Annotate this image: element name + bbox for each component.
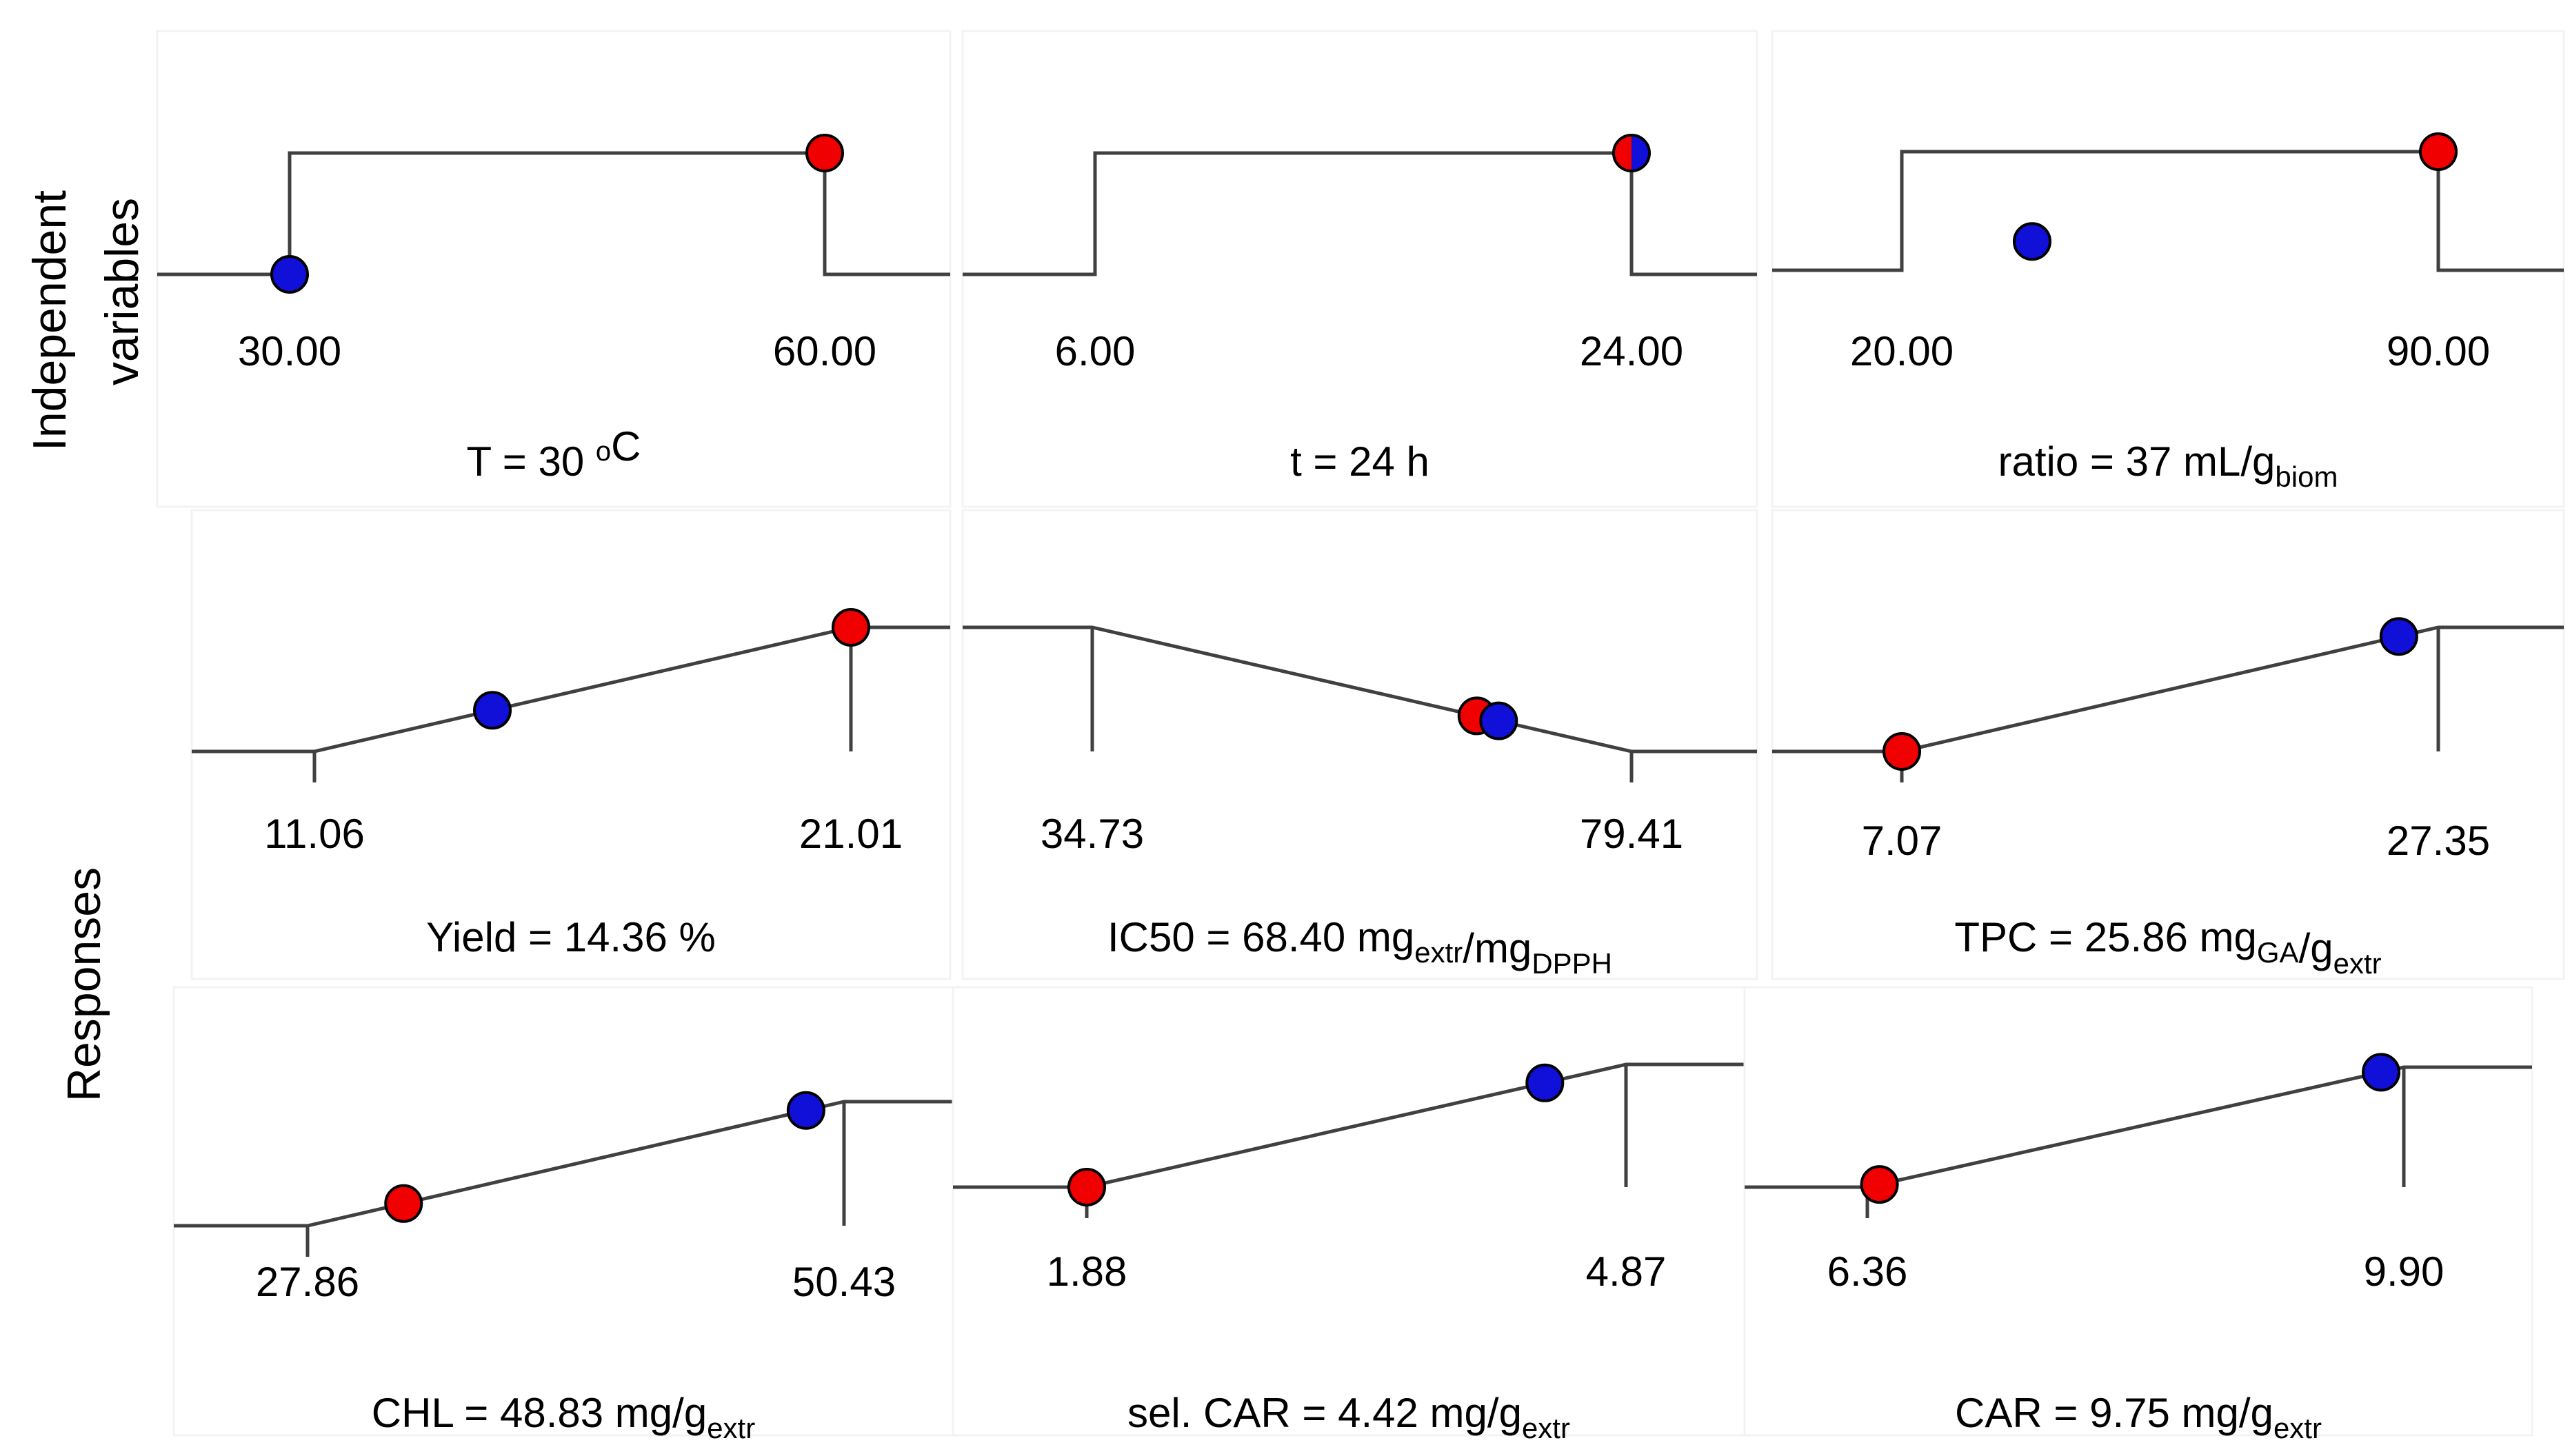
panel-frame <box>190 509 952 980</box>
min-label-yield: 11.06 <box>264 811 365 857</box>
desirability-line-yield <box>192 625 950 754</box>
caption-tpc: TPC = 25.86 mgGA/gextr <box>1954 914 2381 980</box>
caption-t: t = 24 h <box>1290 438 1429 485</box>
marker-yield-red <box>832 608 870 647</box>
marker-sel-car-blue <box>1525 1063 1565 1102</box>
desirability-line-ratio <box>1772 150 2564 272</box>
desirability-line-chl <box>174 1100 953 1228</box>
max-label-ic50: 79.41 <box>1580 811 1683 857</box>
marker-ic50-blue <box>1479 701 1518 740</box>
marker-yield-blue <box>473 691 512 730</box>
marker-tpc-blue <box>2379 617 2418 656</box>
marker-ratio-blue <box>2012 222 2051 261</box>
desirability-line-t <box>157 151 950 276</box>
panel-tpc: 7.07 27.35 TPC = 25.86 mgGA/gextr <box>1771 509 2565 980</box>
panel-frame <box>1743 986 2533 1437</box>
panel-frame <box>961 509 1758 980</box>
marker-chl-red <box>384 1184 423 1223</box>
row-label-independent-variables: Independent variables <box>23 190 148 451</box>
panel-ic50: 34.73 79.41 IC50 = 68.40 mgextr/mgDPPH <box>961 509 1758 980</box>
caption-car: CAR = 9.75 mg/gextr <box>1955 1390 2322 1444</box>
marker-t-red <box>805 134 844 172</box>
panel-car: 6.36 9.90 CAR = 9.75 mg/gextr <box>1743 986 2533 1444</box>
max-label-yield: 21.01 <box>799 811 903 857</box>
caption-chl: CHL = 48.83 mg/gextr <box>372 1390 755 1444</box>
desirability-line-sel-car <box>953 1062 1745 1189</box>
marker-t-split <box>1612 134 1651 172</box>
row-label-independent-line2: variables <box>96 198 148 385</box>
max-label-car: 9.90 <box>2364 1248 2444 1295</box>
panel-t: 6.00 24.00 t = 24 h <box>961 30 1758 508</box>
min-label-sel-car: 1.88 <box>1047 1248 1127 1295</box>
marker-t-blue <box>270 255 309 294</box>
max-label-ratio: 90.00 <box>2387 328 2490 374</box>
panel-frame <box>156 30 952 508</box>
marker-tpc-red <box>1883 732 1921 771</box>
min-label-chl: 27.86 <box>256 1259 359 1305</box>
marker-car-red <box>1860 1165 1899 1204</box>
caption-sel-car: sel. CAR = 4.42 mg/gextr <box>1127 1390 1570 1444</box>
min-label-t: 6.00 <box>1055 328 1136 374</box>
desirability-line-car <box>1745 1065 2532 1189</box>
max-label-t: 24.00 <box>1580 328 1683 374</box>
desirability-line-t <box>963 151 1757 276</box>
panel-ratio: 20.00 90.00 ratio = 37 mL/gbiom <box>1771 30 2565 508</box>
desirability-line-tpc <box>1772 625 2564 754</box>
min-label-tpc: 7.07 <box>1862 818 1942 864</box>
row-label-responses: Responses <box>58 867 110 1102</box>
caption-ic50: IC50 = 68.40 mgextr/mgDPPH <box>1107 914 1612 980</box>
marker-sel-car-red <box>1067 1168 1106 1206</box>
panel-frame <box>1771 509 2565 980</box>
max-label-t: 60.00 <box>773 328 876 374</box>
marker-car-blue <box>2362 1053 2401 1092</box>
min-label-car: 6.36 <box>1827 1248 1908 1295</box>
panel-t: 30.00 60.00 T = 30 oC <box>156 30 952 508</box>
row-label-independent-line1: Independent <box>23 190 76 451</box>
caption-t: T = 30 oC <box>467 423 641 485</box>
min-label-ratio: 20.00 <box>1850 328 1954 374</box>
max-label-sel-car: 4.87 <box>1586 1248 1667 1295</box>
min-label-ic50: 34.73 <box>1041 811 1144 857</box>
desirability-line-ic50 <box>963 625 1757 754</box>
panel-frame <box>961 30 1758 508</box>
marker-chl-blue <box>786 1091 825 1130</box>
min-label-t: 30.00 <box>238 328 341 374</box>
panel-yield: 11.06 21.01 Yield = 14.36 % <box>190 509 952 980</box>
marker-ratio-red <box>2419 132 2458 171</box>
caption-yield: Yield = 14.36 % <box>426 914 716 960</box>
caption-ratio: ratio = 37 mL/gbiom <box>1998 438 2338 493</box>
max-label-chl: 50.43 <box>792 1259 896 1305</box>
max-label-tpc: 27.35 <box>2387 818 2490 864</box>
